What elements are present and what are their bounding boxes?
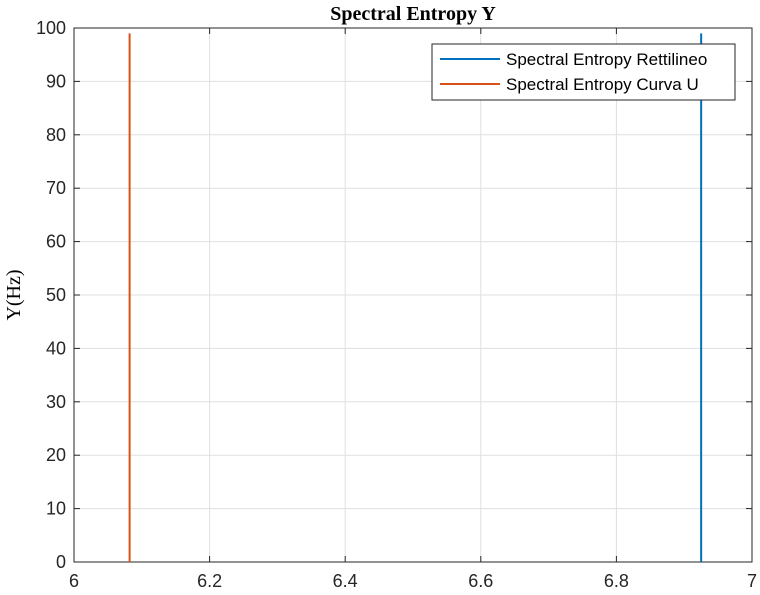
x-tick-label: 6.8 <box>604 571 629 591</box>
y-tick-label: 60 <box>46 232 66 252</box>
series-lines <box>128 33 703 562</box>
x-tick-label: 6.2 <box>197 571 222 591</box>
legend-entry-rettilineo: Spectral Entropy Rettilineo <box>506 50 707 69</box>
y-tick-label: 50 <box>46 285 66 305</box>
y-tick-label: 30 <box>46 392 66 412</box>
y-tick-label: 80 <box>46 125 66 145</box>
y-tick-label: 20 <box>46 445 66 465</box>
y-axis-label: Y(Hz) <box>3 269 25 320</box>
grid <box>74 28 752 562</box>
y-tick-label: 100 <box>36 18 66 38</box>
y-tick-label: 70 <box>46 178 66 198</box>
legend: Spectral Entropy Rettilineo Spectral Ent… <box>431 43 736 101</box>
x-tick-label: 6.4 <box>333 571 358 591</box>
chart-title: Spectral Entropy Y <box>330 3 496 25</box>
y-tick-label: 40 <box>46 338 66 358</box>
y-tick-label: 0 <box>56 552 66 572</box>
x-tick-label: 7 <box>747 571 757 591</box>
x-tick-label: 6.6 <box>468 571 493 591</box>
legend-box <box>431 43 736 101</box>
y-tick-label: 10 <box>46 499 66 519</box>
x-tick-label: 6 <box>69 571 79 591</box>
y-tick-label: 90 <box>46 71 66 91</box>
legend-entry-curva-u: Spectral Entropy Curva U <box>506 75 699 94</box>
